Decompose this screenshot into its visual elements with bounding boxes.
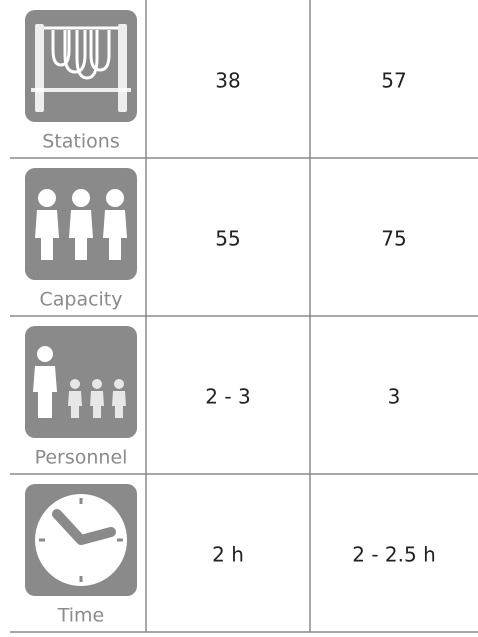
cell-value: 57: [381, 69, 406, 93]
personnel-icon: [25, 326, 137, 438]
cell-value: 75: [381, 227, 406, 251]
row-label: Time: [57, 605, 105, 627]
cell-value: 2 - 2.5 h: [352, 543, 436, 567]
cell-value: 38: [215, 69, 240, 93]
cell-value: 2 - 3: [205, 385, 250, 409]
cell-value: 2 h: [212, 543, 244, 567]
cell-value: 55: [215, 227, 240, 251]
time-icon: [25, 484, 137, 596]
stations-icon: [25, 10, 137, 122]
cell-value: 3: [388, 385, 401, 409]
row-label: Personnel: [35, 447, 128, 469]
row-label: Stations: [42, 131, 119, 153]
row-label: Capacity: [39, 289, 122, 311]
capacity-icon: [25, 168, 137, 280]
